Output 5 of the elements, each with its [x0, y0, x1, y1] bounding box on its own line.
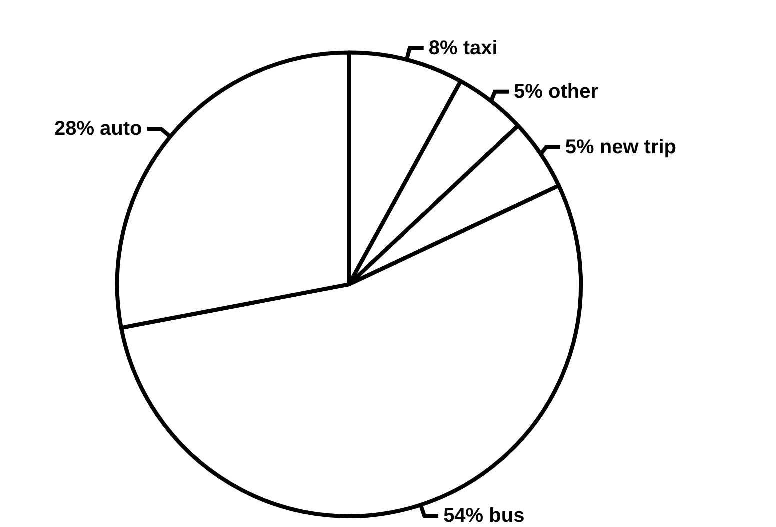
slice-label: 54% bus	[444, 505, 525, 527]
slice-label: 5% new trip	[565, 136, 677, 158]
slice-label: 28% auto	[54, 118, 142, 140]
slice-label: 5% other	[514, 80, 599, 103]
slice-label: 8% taxi	[428, 37, 498, 60]
